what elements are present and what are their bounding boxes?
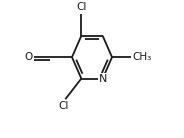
Text: O: O (24, 52, 33, 62)
Text: CH₃: CH₃ (132, 52, 151, 62)
Text: N: N (98, 74, 107, 83)
Text: Cl: Cl (58, 101, 68, 111)
Text: Cl: Cl (76, 2, 86, 12)
